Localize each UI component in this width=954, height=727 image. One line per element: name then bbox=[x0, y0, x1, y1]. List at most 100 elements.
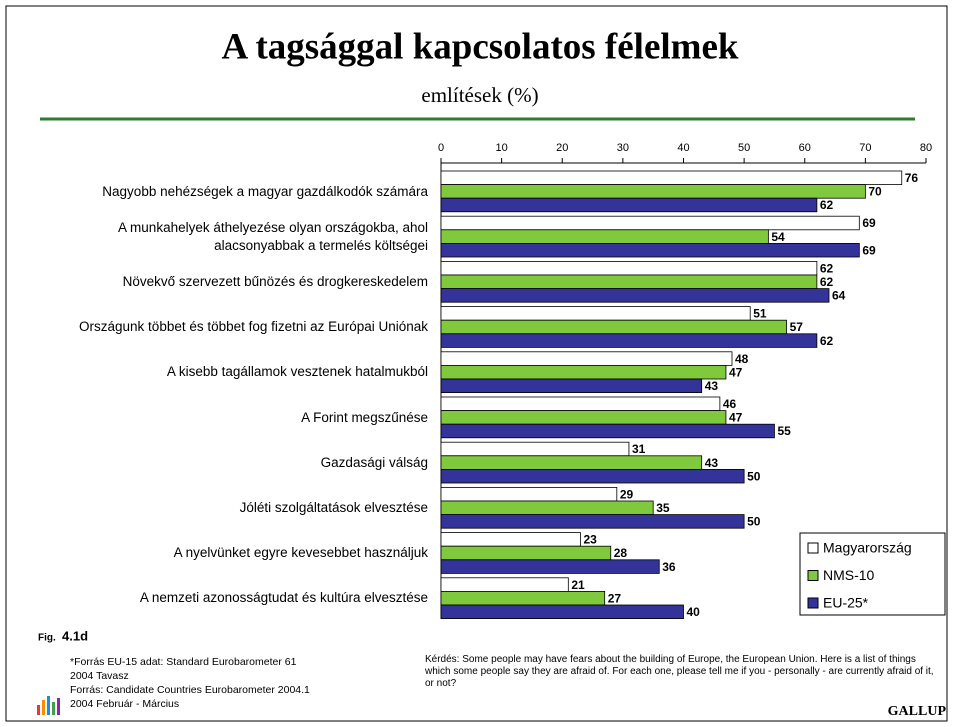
legend-swatch bbox=[807, 570, 819, 581]
bar bbox=[440, 364, 727, 380]
value-label: 47 bbox=[729, 365, 743, 379]
bar bbox=[440, 319, 787, 335]
bar bbox=[440, 577, 569, 592]
value-label: 40 bbox=[687, 605, 701, 619]
value-label: 55 bbox=[777, 424, 791, 438]
category-label: A munkahelyek áthelyezése olyan országok… bbox=[118, 219, 428, 253]
bar bbox=[440, 486, 618, 502]
value-label: 31 bbox=[632, 442, 646, 456]
value-label: 69 bbox=[862, 243, 876, 257]
value-label: 43 bbox=[705, 379, 719, 393]
bar bbox=[440, 591, 606, 606]
bar bbox=[440, 215, 860, 231]
chart-subtitle: említések (%) bbox=[421, 83, 538, 107]
value-label: 51 bbox=[753, 307, 767, 321]
bar bbox=[440, 242, 860, 258]
x-tick-label: 60 bbox=[799, 142, 811, 154]
value-label: 62 bbox=[820, 275, 834, 289]
bar bbox=[440, 559, 660, 574]
category-label: Országunk többet és többet fog fizetni a… bbox=[79, 319, 428, 335]
bar bbox=[440, 410, 727, 425]
value-label: 62 bbox=[820, 334, 834, 348]
bar bbox=[440, 378, 703, 394]
x-tick-label: 70 bbox=[859, 142, 871, 154]
legend-label: Magyarország bbox=[823, 540, 912, 556]
category-label: Nagyobb nehézségek a magyar gazdálkodók … bbox=[102, 183, 428, 199]
value-label: 50 bbox=[747, 515, 761, 529]
bar bbox=[440, 184, 866, 199]
bar bbox=[440, 532, 581, 547]
category-label: Gazdasági válság bbox=[320, 454, 428, 470]
bar bbox=[440, 260, 818, 276]
footnote: Forrás: Candidate Countries Eurobaromete… bbox=[70, 684, 310, 696]
bar bbox=[440, 468, 745, 484]
logo bbox=[37, 696, 60, 715]
value-label: 70 bbox=[868, 185, 882, 199]
value-label: 43 bbox=[705, 456, 719, 470]
x-tick-label: 10 bbox=[496, 142, 508, 154]
value-label: 69 bbox=[862, 216, 876, 230]
bar bbox=[440, 197, 818, 213]
legend-label: EU-25* bbox=[823, 595, 869, 611]
fig-label: Fig. bbox=[38, 633, 56, 644]
bar bbox=[440, 306, 751, 321]
value-label: 62 bbox=[820, 198, 834, 212]
value-label: 27 bbox=[608, 591, 622, 605]
bar bbox=[440, 274, 818, 290]
value-label: 35 bbox=[656, 501, 670, 515]
value-label: 62 bbox=[820, 261, 834, 275]
bar bbox=[440, 545, 612, 561]
legend-box bbox=[799, 532, 946, 616]
value-label: 21 bbox=[571, 578, 585, 592]
bar bbox=[440, 351, 733, 366]
value-label: 23 bbox=[583, 533, 597, 547]
value-label: 36 bbox=[662, 560, 676, 574]
brand: GALLUP bbox=[888, 704, 947, 719]
value-label: 64 bbox=[832, 289, 846, 303]
chart-title: A tagsággal kapcsolatos félelmek bbox=[222, 26, 739, 67]
category-label: Jóléti szolgáltatások elvesztése bbox=[239, 499, 428, 515]
category-label: A nemzeti azonosságtudat és kultúra elve… bbox=[139, 590, 428, 606]
bar bbox=[440, 500, 654, 516]
legend-label: NMS-10 bbox=[823, 567, 875, 583]
legend-swatch bbox=[807, 597, 819, 609]
bar bbox=[440, 396, 721, 412]
bar bbox=[440, 604, 684, 620]
value-label: 54 bbox=[771, 230, 785, 244]
legend-swatch bbox=[807, 542, 819, 554]
x-tick-label: 80 bbox=[920, 142, 932, 154]
x-tick-label: 0 bbox=[438, 142, 444, 154]
value-label: 28 bbox=[614, 546, 628, 560]
x-tick-label: 50 bbox=[738, 142, 750, 154]
footnote: 2004 Február - Március bbox=[70, 698, 180, 710]
question: Kérdés: Some people may have fears about… bbox=[425, 654, 934, 689]
x-tick-label: 40 bbox=[677, 142, 689, 154]
category-label: A nyelvünket egyre kevesebbet használjuk bbox=[173, 545, 428, 561]
category-label: Növekvő szervezett bűnözés és drogkeresk… bbox=[122, 273, 428, 289]
value-label: 29 bbox=[620, 487, 634, 501]
bar bbox=[440, 423, 775, 439]
footnote: *Forrás EU-15 adat: Standard Eurobaromet… bbox=[70, 656, 297, 668]
bar bbox=[440, 441, 630, 457]
value-label: 48 bbox=[735, 352, 749, 366]
fig-number: 4.1d bbox=[62, 628, 88, 643]
category-label: A kisebb tagállamok vesztenek hatalmukbó… bbox=[166, 364, 428, 380]
bar bbox=[440, 229, 769, 244]
value-label: 57 bbox=[790, 320, 804, 334]
value-label: 76 bbox=[905, 171, 919, 185]
bar bbox=[440, 514, 745, 529]
value-label: 46 bbox=[723, 397, 737, 411]
bar bbox=[440, 333, 818, 348]
footnote: 2004 Tavasz bbox=[70, 670, 129, 682]
bar bbox=[440, 288, 830, 303]
bar bbox=[440, 455, 703, 470]
value-label: 47 bbox=[729, 411, 743, 425]
x-tick-label: 30 bbox=[617, 142, 629, 154]
slide-border bbox=[5, 5, 948, 722]
bar bbox=[440, 170, 903, 186]
value-label: 50 bbox=[747, 469, 761, 483]
x-tick-label: 20 bbox=[556, 142, 568, 154]
category-label: A Forint megszűnése bbox=[301, 409, 428, 425]
